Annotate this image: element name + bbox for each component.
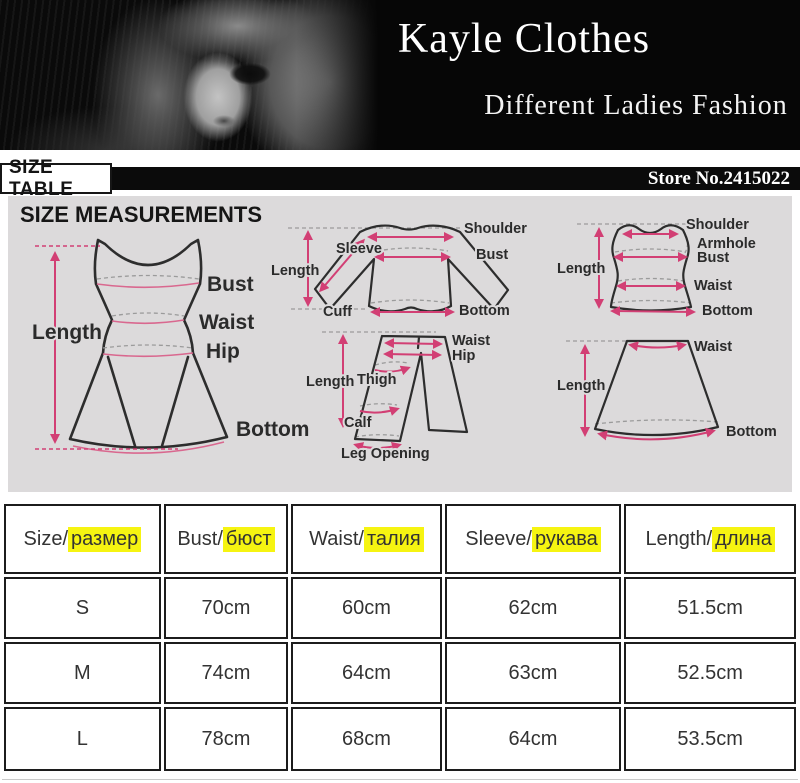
header-ru-highlight: бюст	[222, 526, 275, 552]
header-en: Waist/	[309, 527, 364, 550]
dress-waist-label: Waist	[199, 311, 254, 334]
vest-length-label: Length	[557, 261, 605, 277]
brand-tagline: Different Ladies Fashion	[484, 90, 788, 121]
vest-armhole-label: Armhole	[697, 236, 756, 252]
cell-size-s: S	[4, 577, 161, 639]
skirt-bottom-label: Bottom	[726, 424, 777, 440]
dress-bust-label: Bust	[207, 273, 254, 296]
vest-bust-label: Bust	[697, 250, 729, 266]
column-header-waist: Waist/талия	[291, 504, 442, 574]
cell-bust-l: 78cm	[163, 707, 289, 771]
measurements-panel: Length Bust Waist Hip Bottom Length Slee…	[8, 196, 792, 492]
dress-hip-label: Hip	[206, 340, 240, 363]
skirt-diagram: Waist Length Bottom	[555, 337, 779, 442]
header-ru-highlight: длина	[712, 526, 775, 552]
cell-waist-s: 60cm	[291, 577, 442, 639]
cell-waist-m: 64cm	[291, 642, 442, 704]
skirt-length-label: Length	[557, 378, 605, 394]
header-en: Bust/	[177, 527, 223, 550]
vest-bottom-label: Bottom	[702, 303, 753, 319]
dress-bottom-label: Bottom	[236, 418, 309, 441]
top-bottom-label: Bottom	[459, 303, 510, 319]
top-bust-label: Bust	[476, 247, 508, 263]
top-length-label: Length	[271, 263, 319, 279]
header-en: Size/	[23, 527, 68, 550]
cell-sleeve-m: 63cm	[444, 642, 622, 704]
cell-sleeve-s: 62cm	[444, 577, 622, 639]
pants-thigh-label: Thigh	[357, 372, 396, 388]
header-en: Length/	[645, 527, 713, 550]
size-table-label: SIZE TABLE	[0, 157, 112, 200]
header-ru-highlight: рукава	[531, 526, 601, 552]
measurement-diagrams: Length Bust Waist Hip Bottom Length Slee…	[30, 215, 779, 464]
column-header-sleeve: Sleeve/рукава	[444, 504, 622, 574]
cell-bust-m: 74cm	[163, 642, 289, 704]
top-sleeve-label: Sleeve	[336, 241, 382, 257]
dress-diagram: Length Bust Waist Hip Bottom	[30, 238, 311, 454]
size-table-banner: SIZE TABLE Store No.2415022	[0, 157, 800, 200]
model-photo	[0, 0, 390, 150]
store-number: Store No.2415022	[647, 168, 790, 189]
pants-length-label: Length	[306, 374, 354, 390]
pants-waist-label: Waist	[452, 333, 490, 349]
cell-length-m: 52.5cm	[624, 642, 796, 704]
cell-size-m: M	[4, 642, 161, 704]
cell-sleeve-l: 64cm	[444, 707, 622, 771]
pants-calf-label: Calf	[344, 415, 372, 431]
dress-length-label: Length	[32, 321, 102, 344]
header-en: Sleeve/	[465, 527, 532, 550]
cell-waist-l: 68cm	[291, 707, 442, 771]
top-diagram: Length Sleeve Shoulder Bust Cuff Bottom	[269, 219, 529, 322]
header-ru-highlight: талия	[363, 526, 424, 552]
pants-hip-label: Hip	[452, 348, 476, 364]
skirt-waist-label: Waist	[694, 339, 732, 355]
brand-title: Kayle Clothes	[397, 16, 651, 62]
vest-waist-label: Waist	[694, 278, 732, 294]
brand-header: Kayle Clothes Different Ladies Fashion	[0, 0, 800, 150]
column-header-size: Size/размер	[4, 504, 161, 574]
cell-size-l: L	[4, 707, 161, 771]
cell-length-s: 51.5cm	[624, 577, 796, 639]
size-chart-table: Size/размер Bust/бюст Waist/талия Sleeve…	[4, 504, 796, 771]
top-shoulder-label: Shoulder	[464, 221, 527, 237]
measurements-title: SIZE MEASUREMENTS	[20, 202, 263, 227]
cell-bust-s: 70cm	[163, 577, 289, 639]
pants-diagram: Length Thigh Waist Hip Calf Leg Opening	[304, 331, 492, 464]
bottom-divider	[2, 779, 798, 780]
top-cuff-label: Cuff	[323, 304, 352, 320]
vest-diagram: Shoulder Armhole Bust Waist Bottom Lengt…	[555, 215, 758, 321]
vest-shoulder-label: Shoulder	[686, 217, 749, 233]
header-ru-highlight: размер	[68, 526, 142, 552]
column-header-bust: Bust/бюст	[163, 504, 289, 574]
pants-leg-opening-label: Leg Opening	[341, 446, 430, 462]
cell-length-l: 53.5cm	[624, 707, 796, 771]
column-header-length: Length/длина	[624, 504, 796, 574]
